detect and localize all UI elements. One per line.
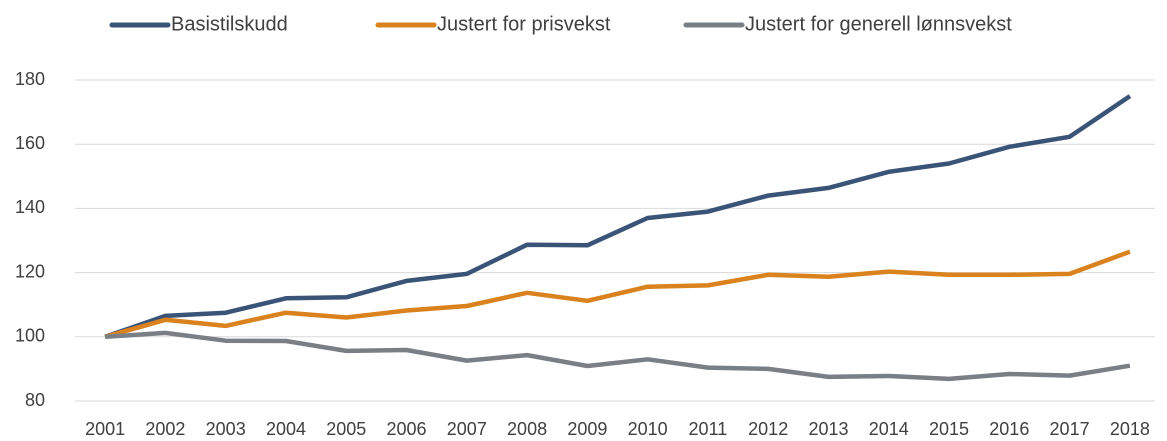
x-tick-label: 2009 (567, 419, 607, 439)
series-line (104, 330, 1131, 382)
y-tick-label: 120 (15, 261, 45, 281)
x-tick-label: 2012 (748, 419, 788, 439)
y-tick-label: 160 (15, 133, 45, 153)
y-tick-label: 180 (15, 69, 45, 89)
x-tick-label: 2008 (507, 419, 547, 439)
x-tick-label: 2007 (447, 419, 487, 439)
x-tick-label: 2002 (145, 419, 185, 439)
x-tick-label: 2004 (266, 419, 306, 439)
legend-label: Basistilskudd (171, 13, 288, 35)
x-tick-label: 2017 (1050, 419, 1090, 439)
x-tick-label: 2010 (628, 419, 668, 439)
x-tick-label: 2015 (929, 419, 969, 439)
x-tick-label: 2016 (989, 419, 1029, 439)
legend-label: Justert for generell lønnsvekst (745, 13, 1012, 35)
y-tick-label: 100 (15, 326, 45, 346)
x-tick-label: 2011 (689, 419, 728, 439)
x-tick-label: 2013 (808, 419, 848, 439)
x-tick-label: 2014 (869, 419, 909, 439)
x-tick-label: 2018 (1110, 419, 1150, 439)
x-tick-label: 2001 (85, 419, 125, 439)
y-tick-label: 140 (15, 197, 45, 217)
series-line (104, 94, 1132, 339)
legend-label: Justert for prisvekst (437, 13, 611, 35)
x-tick-label: 2003 (206, 419, 246, 439)
series-line (104, 249, 1131, 339)
x-tick-label: 2005 (326, 419, 366, 439)
y-tick-label: 80 (25, 390, 45, 410)
x-tick-label: 2006 (387, 419, 427, 439)
